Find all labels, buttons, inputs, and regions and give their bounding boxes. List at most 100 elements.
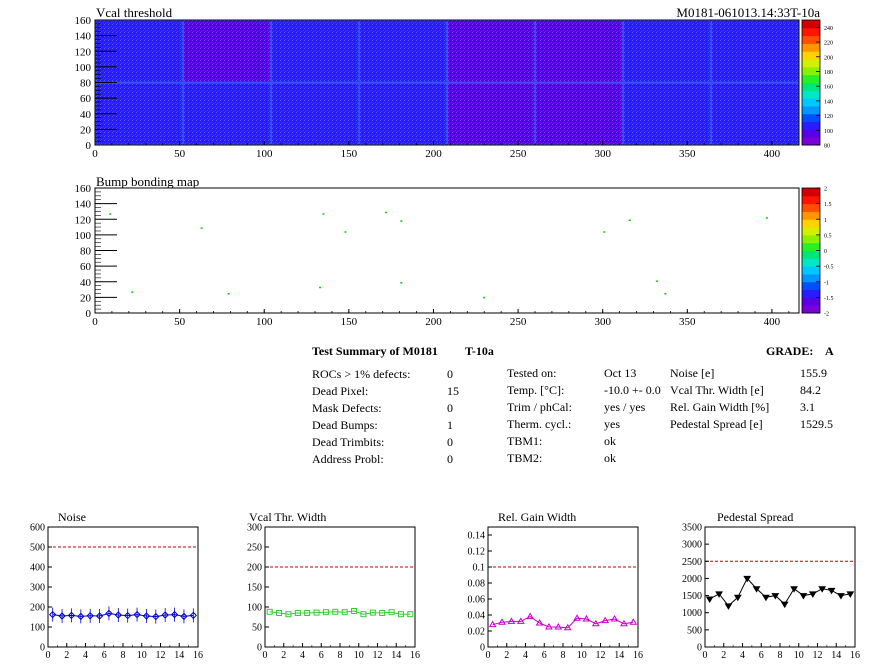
summary-col3-label: Vcal Thr. Width [e]: [670, 383, 764, 397]
gain-data-point: [535, 619, 544, 626]
gain-data-point: [601, 616, 610, 624]
pedestal-x-tick-label: 8: [778, 650, 783, 661]
bump-y-tick-label: 120: [75, 214, 92, 226]
bump-scale-band: [802, 195, 820, 205]
pedestal-y-tick-label: 500: [687, 625, 702, 636]
vcal-y-tick-label: 0: [257, 643, 262, 654]
vcal-data-point: [332, 608, 339, 615]
heatmap-y-tick-label: 120: [75, 46, 92, 58]
summary-col3-label: Pedestal Spread [e]: [670, 417, 763, 431]
heatmap-scale-frame: [801, 19, 821, 146]
heatmap-y-tick-label: 20: [80, 124, 92, 136]
pedestal-x-tick-label: 14: [831, 650, 841, 661]
vcal-chart-frame: [264, 526, 416, 648]
gain-x-tick-label: 8: [561, 650, 566, 661]
bump-defect-point: [109, 213, 112, 215]
bump-scale-band: [802, 188, 820, 197]
pedestal-data-point: [705, 596, 714, 603]
bump-scale-band: [802, 234, 820, 244]
heatmap-scale-label: 240: [824, 26, 833, 32]
summary-col2-label: Therm. cycl.:: [507, 417, 571, 431]
noise-x-tick-label: 16: [193, 650, 203, 661]
heatmap-panel: 0 50 100 150 200 250 300 350 4000204060801001201…: [75, 5, 834, 160]
bump-x-tick-label: 150: [341, 316, 358, 328]
vcal-y-tick-label: 250: [247, 543, 262, 554]
bump-scale-label: 1.5: [824, 202, 832, 208]
bump-scale-label: 0: [824, 249, 827, 255]
bump-scale-band: [802, 305, 820, 314]
vcal-x-tick-label: 4: [300, 650, 305, 661]
gain-y-tick-label: 0.14: [468, 531, 486, 542]
pedestal-data-point: [837, 593, 845, 600]
pedestal-data-point: [846, 591, 855, 598]
pedestal-y-tick-label: 1500: [682, 591, 702, 602]
vcal-data-point: [304, 610, 311, 616]
heatmap-scale-band: [802, 82, 820, 91]
pedestal-data-point: [827, 587, 836, 595]
pedestal-y-tick-label: 3000: [682, 540, 702, 551]
summary-col3-label: Noise [e]: [670, 366, 714, 380]
bump-y-tick-label: 80: [80, 246, 92, 258]
bump-scale-band: [802, 219, 820, 228]
vcal-x-tick-label: 12: [373, 650, 383, 661]
pedestal-data-point: [724, 603, 733, 610]
bump-defect-point: [385, 211, 388, 214]
noise-y-tick-label: 600: [30, 523, 45, 534]
pedestal-x-tick-label: 6: [759, 650, 764, 661]
summary-col2-value: Oct 13: [604, 366, 636, 380]
bump-scale-band: [802, 227, 820, 236]
summary-col1-label: Dead Bumps:: [312, 418, 378, 432]
heatmap-scale-band: [802, 51, 820, 60]
heatmap-x-tick-label: 50: [174, 148, 186, 160]
gain-x-tick-label: 12: [596, 650, 606, 661]
bump-defect-point: [400, 220, 403, 222]
pedestal-data-point: [743, 575, 752, 583]
bump-defect-point: [628, 219, 631, 222]
bump-defect-point: [200, 227, 203, 229]
bump-scale-label: -1: [824, 280, 829, 286]
summary-col1-value: 0: [447, 435, 453, 449]
summary-col1-value: 1: [447, 418, 453, 432]
noise-y-tick-label: 200: [30, 603, 45, 614]
noise-x-tick-label: 8: [121, 650, 126, 661]
gain-data-point: [629, 618, 638, 625]
summary-rows: ROCs > 1% defects: 0 Dead Pixel: 15 Mask Def…: [312, 366, 833, 466]
summary-col1-value: 15: [447, 384, 459, 398]
bump-defect-point: [603, 231, 606, 233]
pedestal-x-tick-label: 0: [703, 650, 708, 661]
summary-col1-label: Mask Defects:: [312, 401, 382, 415]
bump-color-scale: -2 -1.5 -1 -0.5 0 0.5 1 1.5 2: [801, 187, 834, 318]
noise-chart-title: Noise: [58, 510, 86, 524]
summary-col2-value: ok: [604, 434, 616, 448]
heatmap-x-tick-label: 350: [679, 148, 696, 160]
heatmap-y-tick-label: 0: [86, 140, 92, 152]
vcal-x-tick-label: 8: [338, 650, 343, 661]
vcal-y-tick-label: 50: [252, 623, 262, 634]
bump-x-tick-label: 300: [594, 316, 611, 328]
heatmap-scale-label: 160: [824, 85, 833, 91]
summary-col2-value: -10.0 +- 0.0: [604, 383, 661, 397]
pedestal-x-tick-label: 4: [740, 650, 745, 661]
gain-chart: Rel. Gain Width 0 2 4 6 8 10 12 14 16 0 0.02 0.04 0.0…: [468, 510, 644, 661]
vcal-data-point: [407, 611, 414, 618]
heatmap-scale-label: 200: [824, 55, 833, 61]
summary-col1-label: ROCs > 1% defects:: [312, 367, 410, 381]
heatmap-y-tick-label: 100: [75, 62, 92, 74]
pedestal-data-point: [808, 591, 817, 598]
heatmap-title: Vcal threshold: [96, 5, 173, 20]
bump-defect-point: [227, 292, 230, 295]
vcal-data-point: [322, 609, 329, 616]
noise-x-tick-label: 0: [46, 650, 51, 661]
bump-scale-band: [802, 242, 820, 251]
bump-x-tick-label: 200: [425, 316, 442, 328]
gain-x-tick-label: 10: [577, 650, 587, 661]
pedestal-y-tick-label: 3500: [682, 523, 702, 534]
gain-data-point: [610, 615, 619, 622]
heatmap-y-tick-label: 140: [75, 31, 92, 43]
module-id-label: M0181-061013.14:33T-10a: [676, 5, 820, 20]
heatmap-scale-band: [802, 105, 820, 115]
heatmap-scale-band: [802, 27, 820, 37]
summary-col2-value: yes: [604, 417, 620, 431]
bump-points: [109, 211, 768, 299]
